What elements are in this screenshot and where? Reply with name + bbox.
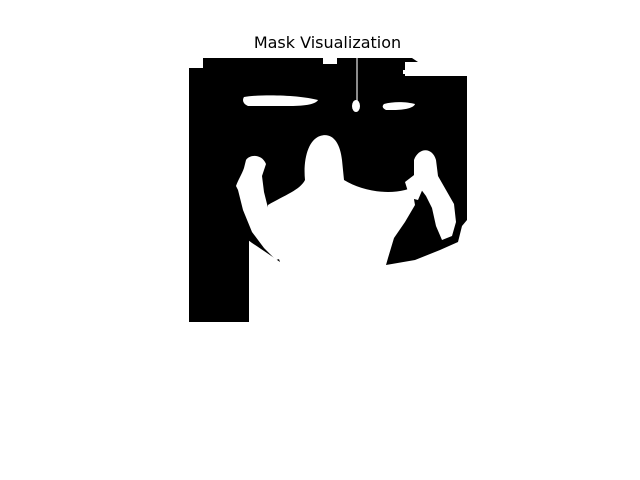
left-person-shape xyxy=(236,155,283,260)
right-arm-shape xyxy=(405,172,424,200)
top-left-gap xyxy=(189,58,203,68)
left-wall-edge xyxy=(243,232,249,322)
ceiling-light-left xyxy=(243,95,318,106)
top-trim-right xyxy=(403,70,418,74)
top-trim-far-right xyxy=(430,72,448,75)
center-pole xyxy=(356,58,358,104)
mask-foreground-shapes xyxy=(189,58,467,326)
central-figure-shape xyxy=(243,135,467,322)
ceiling-light-right xyxy=(382,102,415,110)
figure-title: Mask Visualization xyxy=(253,33,402,52)
bottom-left-notch xyxy=(189,322,240,326)
right-person-shape xyxy=(414,150,456,240)
